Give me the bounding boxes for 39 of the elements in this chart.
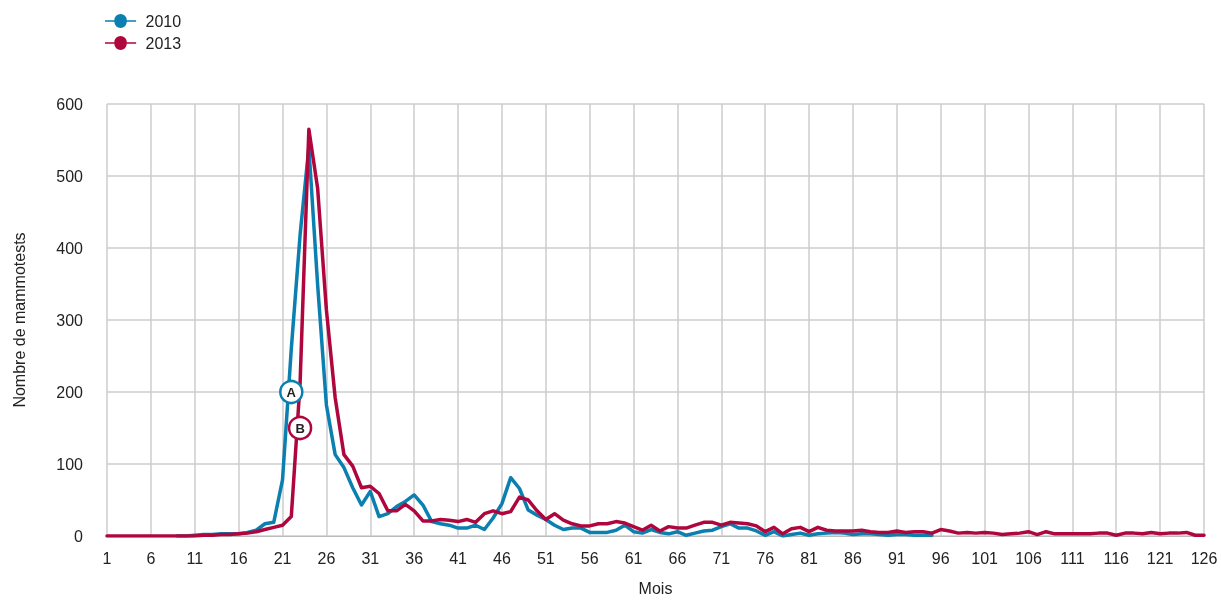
x-tick-label: 31: [361, 549, 380, 567]
x-tick-label: 91: [887, 549, 906, 567]
x-tick-label: 51: [536, 549, 555, 567]
x-tick-label: 36: [405, 549, 424, 567]
x-tick-label: 66: [668, 549, 687, 567]
x-tick-label: 121: [1146, 549, 1174, 567]
x-tick-label: 111: [1060, 549, 1085, 567]
x-tick-label: 1: [102, 549, 112, 567]
x-tick-label: 106: [1015, 549, 1042, 567]
x-tick-label: 41: [449, 549, 468, 567]
y-tick-label: 100: [56, 455, 84, 473]
x-tick-label: 16: [229, 549, 248, 567]
legend-label: 2010: [145, 12, 182, 30]
y-tick-label: 0: [74, 527, 84, 545]
x-tick-label: 46: [493, 549, 511, 567]
x-tick-label: 26: [317, 549, 336, 567]
x-tick-label: 126: [1190, 549, 1218, 567]
y-tick-label: 200: [56, 383, 84, 401]
annotation: A: [286, 384, 297, 400]
x-tick-label: 101: [971, 549, 999, 567]
annotation: B: [295, 420, 305, 436]
y-tick-label: 400: [56, 239, 84, 257]
x-tick-label: 6: [146, 549, 156, 567]
x-tick-label: 11: [186, 549, 204, 567]
x-tick-label: 81: [800, 549, 819, 567]
x-tick-label: 86: [844, 549, 862, 567]
x-tick-label: 71: [712, 549, 731, 567]
legend-label: 2013: [145, 34, 182, 52]
x-axis-title: Mois: [638, 579, 673, 597]
x-tick-label: 76: [756, 549, 775, 567]
x-tick-label: 56: [580, 549, 599, 567]
x-tick-label: 96: [931, 549, 950, 567]
x-tick-label: 116: [1103, 549, 1130, 567]
y-tick-label: 300: [56, 311, 84, 329]
y-tick-label: 600: [56, 95, 84, 113]
x-tick-label: 61: [624, 549, 643, 567]
y-axis-title: Nombre de mammotests: [10, 232, 28, 408]
y-tick-label: 500: [56, 167, 84, 185]
x-tick-label: 21: [273, 549, 292, 567]
